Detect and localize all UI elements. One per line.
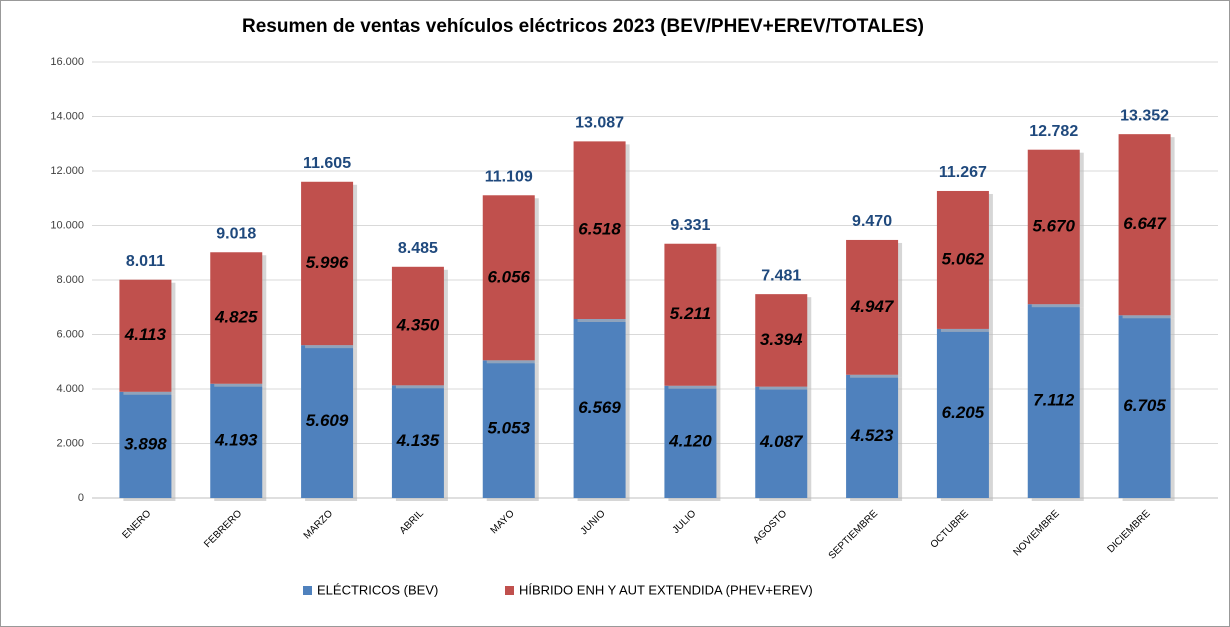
segment-label: 4.087 (759, 432, 804, 451)
y-tick-label: 4.000 (56, 383, 84, 395)
bar-segment (1027, 149, 1080, 305)
bar-segment (301, 181, 354, 346)
bar-segment (482, 360, 535, 498)
total-label: 9.018 (216, 225, 256, 242)
segment-label: 6.056 (487, 267, 530, 286)
bar-segment (391, 385, 444, 498)
total-label: 8.485 (398, 240, 438, 257)
segment-label: 5.211 (670, 304, 711, 323)
bar-segment (936, 190, 989, 329)
y-tick-label: 6.000 (56, 328, 84, 340)
y-tick-label: 12.000 (50, 165, 84, 177)
segment-label: 4.523 (850, 426, 894, 445)
bar-segment (391, 266, 444, 386)
bar-segment (573, 141, 626, 319)
total-label: 13.087 (575, 115, 624, 132)
segment-label: 4.120 (668, 431, 712, 450)
bar-segment (1027, 304, 1080, 498)
total-label: 11.605 (303, 155, 351, 172)
y-tick-label: 10.000 (50, 219, 84, 231)
total-label: 9.470 (852, 213, 892, 230)
segment-label: 6.647 (1123, 214, 1167, 233)
segment-label: 4.113 (124, 325, 167, 344)
bar-segment (936, 328, 989, 498)
y-tick-label: 8.000 (56, 274, 84, 286)
y-tick-label: 14.000 (50, 110, 84, 122)
legend-label: ELÉCTRICOS (BEV) (317, 582, 438, 597)
bar-segment (119, 391, 172, 498)
y-tick-label: 2.000 (56, 437, 84, 449)
bar-segment (573, 318, 626, 498)
bar-segment (664, 385, 717, 498)
segment-label: 6.205 (942, 403, 985, 422)
bar-segment (210, 252, 263, 384)
segment-label: 5.062 (942, 249, 985, 268)
y-tick-label: 16.000 (50, 56, 84, 68)
segment-label: 5.996 (306, 253, 349, 272)
total-label: 9.331 (670, 217, 710, 234)
segment-label: 6.705 (1123, 396, 1166, 415)
bar-segment (482, 195, 535, 361)
total-label: 13.352 (1120, 107, 1169, 124)
bar-segment (664, 243, 717, 386)
segment-label: 6.569 (578, 398, 621, 417)
total-label: 7.481 (761, 267, 801, 284)
segment-label: 6.518 (578, 220, 621, 239)
y-tick-label: 0 (78, 492, 84, 504)
bar-segment (210, 383, 263, 498)
segment-label: 4.825 (214, 307, 258, 326)
segment-label: 5.053 (487, 419, 530, 438)
segment-label: 4.135 (396, 431, 440, 450)
bar-segment (755, 294, 808, 387)
legend-swatch (303, 586, 312, 595)
legend-swatch (505, 586, 514, 595)
bar-segment (1118, 315, 1171, 498)
segment-label: 7.112 (1033, 391, 1075, 410)
bar-segment (846, 239, 899, 375)
total-label: 8.011 (126, 253, 165, 270)
total-label: 12.782 (1029, 123, 1078, 140)
bar-segment (301, 345, 354, 498)
total-label: 11.267 (939, 164, 987, 181)
bar-segment (755, 386, 808, 498)
chart-title: Resumen de ventas vehículos eléctricos 2… (242, 16, 924, 37)
total-label: 11.109 (485, 168, 533, 185)
bar-segment (1118, 134, 1171, 316)
segment-label: 4.350 (396, 316, 440, 335)
segment-label: 3.394 (760, 330, 803, 349)
legend-label: HÍBRIDO ENH Y AUT EXTENDIDA (PHEV+EREV) (519, 582, 813, 597)
segment-label: 4.947 (850, 297, 895, 316)
segment-label: 4.193 (214, 430, 258, 449)
bar-segment (846, 374, 899, 498)
segment-label: 5.609 (306, 411, 349, 430)
bar-segment (119, 279, 172, 392)
segment-label: 5.670 (1032, 216, 1075, 235)
segment-label: 3.898 (124, 434, 167, 453)
